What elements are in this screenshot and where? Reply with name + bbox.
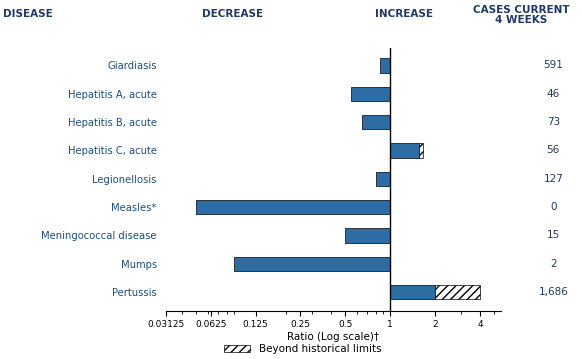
Text: DECREASE: DECREASE — [202, 9, 264, 19]
Text: 127: 127 — [544, 174, 563, 184]
Text: CASES CURRENT: CASES CURRENT — [473, 5, 569, 15]
Text: 4 WEEKS: 4 WEEKS — [495, 15, 547, 25]
X-axis label: Ratio (Log scale)†: Ratio (Log scale)† — [287, 332, 379, 342]
Text: 1,686: 1,686 — [538, 287, 568, 297]
Text: 15: 15 — [546, 230, 560, 241]
Text: INCREASE: INCREASE — [375, 9, 434, 19]
Text: 56: 56 — [546, 145, 560, 155]
Legend: Beyond historical limits: Beyond historical limits — [224, 344, 381, 354]
Text: 0: 0 — [550, 202, 556, 212]
Text: 73: 73 — [546, 117, 560, 127]
Text: DISEASE: DISEASE — [3, 9, 52, 19]
Text: 591: 591 — [544, 60, 563, 70]
Text: 46: 46 — [546, 89, 560, 99]
Text: 2: 2 — [550, 259, 556, 269]
